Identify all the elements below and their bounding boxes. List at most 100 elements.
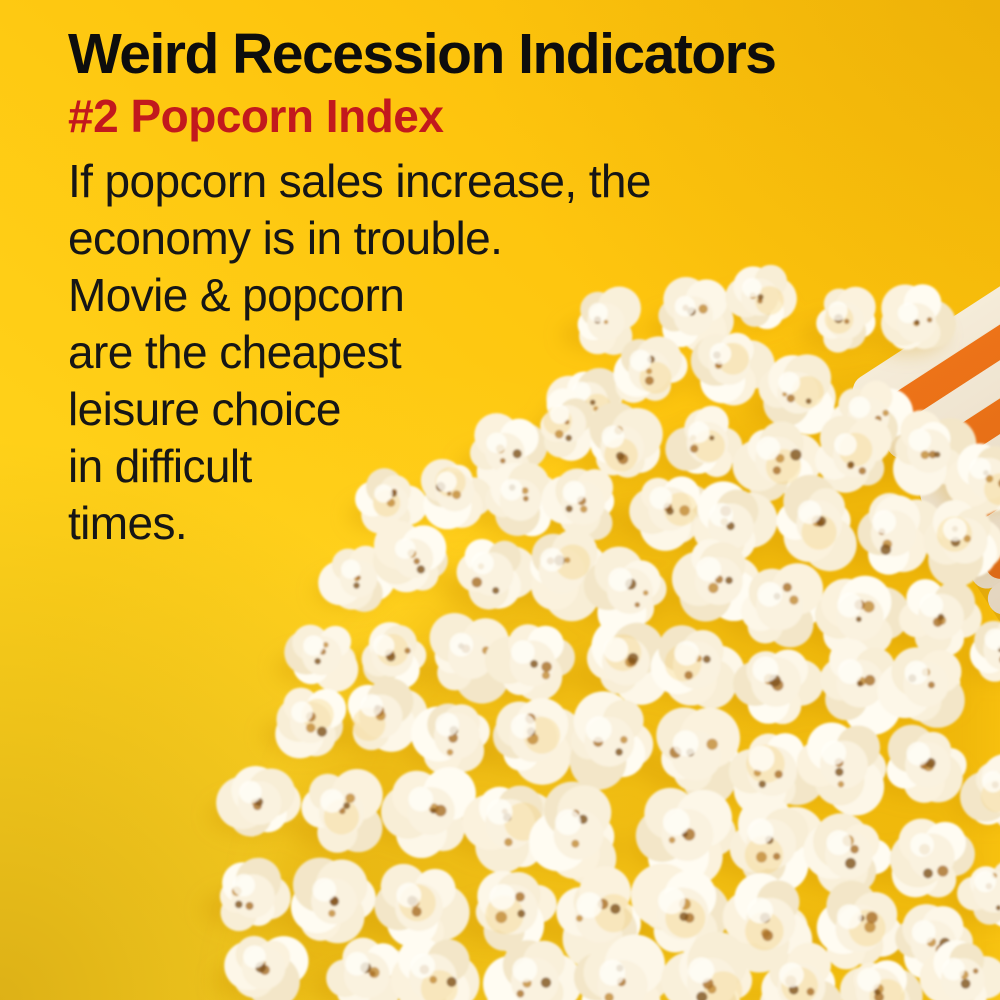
- kernel-crevice: [328, 909, 336, 918]
- kernel-crevice: [627, 652, 639, 664]
- kernel-crevice: [369, 970, 376, 977]
- kernel-crevice: [576, 914, 583, 922]
- kernel-crevice: [411, 906, 422, 917]
- kernel-crevice: [306, 723, 316, 733]
- popcorn-highlight: [672, 730, 699, 757]
- popcorn-piece: [889, 818, 975, 898]
- popcorn-highlight: [757, 581, 783, 607]
- popcorn-highlight: [510, 713, 536, 739]
- kernel-crevice: [580, 505, 588, 513]
- popcorn-piece: [656, 707, 741, 805]
- popcorn-highlight: [969, 457, 991, 479]
- popcorn-highlight: [696, 556, 722, 582]
- popcorn-highlight: [243, 945, 266, 969]
- kernel-crevice: [512, 449, 522, 459]
- popcorn-piece: [492, 698, 584, 785]
- kernel-crevice: [937, 613, 945, 621]
- kernel-crevice: [515, 892, 525, 902]
- kernel-crevice: [837, 781, 845, 788]
- popcorn-highlight: [709, 502, 733, 527]
- kernel-crevice: [937, 865, 949, 877]
- kernel-crevice: [927, 681, 935, 689]
- popcorn-highlight: [910, 833, 934, 857]
- kernel-crevice: [866, 911, 878, 924]
- kernel-crevice: [564, 557, 571, 564]
- kernel-crevice: [245, 901, 254, 910]
- popcorn-highlight: [674, 295, 696, 317]
- kernel-crevice: [995, 905, 1000, 911]
- popcorn-highlight: [974, 870, 997, 893]
- kernel-crevice: [615, 748, 623, 756]
- kernel-crevice: [234, 900, 243, 909]
- kernel-crevice: [314, 657, 321, 665]
- kernel-crevice: [806, 987, 815, 996]
- popcorn-highlight: [908, 428, 932, 452]
- kernel-crevice: [413, 558, 420, 565]
- kernel-crevice: [847, 461, 855, 468]
- kernel-crevice: [353, 582, 360, 589]
- kernel-crevice: [725, 576, 733, 585]
- popcorn-piece: [216, 765, 301, 837]
- popcorn-piece: [814, 575, 910, 654]
- kernel-crevice: [845, 857, 857, 869]
- popcorn-highlight: [837, 659, 863, 684]
- popcorn-highlight: [856, 967, 881, 992]
- kernel-crevice: [666, 507, 674, 516]
- kernel-crevice: [920, 450, 930, 460]
- popcorn-piece: [326, 937, 414, 1000]
- popcorn-highlight: [747, 897, 774, 924]
- kernel-crevice: [565, 505, 573, 513]
- poster-body: If popcorn sales increase, the economy i…: [68, 153, 948, 552]
- popcorn-highlight: [449, 632, 474, 657]
- popcorn-highlight: [872, 510, 897, 534]
- kernel-crevice: [786, 394, 795, 403]
- kernel-crevice: [926, 317, 933, 323]
- popcorn-highlight: [394, 538, 416, 559]
- body-line: leisure choice: [68, 383, 341, 435]
- popcorn-piece: [815, 415, 892, 493]
- body-line: times.: [68, 497, 188, 549]
- popcorn-piece: [650, 625, 745, 709]
- kernel-crevice: [446, 749, 454, 756]
- popcorn-highlight: [897, 302, 919, 324]
- popcorn-highlight: [821, 740, 847, 766]
- popcorn-highlight: [374, 484, 393, 503]
- popcorn-highlight: [232, 873, 256, 897]
- popcorn-highlight: [848, 396, 871, 418]
- kernel-crevice: [934, 451, 941, 458]
- kernel-crevice: [782, 391, 788, 397]
- popcorn-highlight: [588, 302, 608, 323]
- popcorn-highlight: [906, 741, 931, 766]
- popcorn-highlight: [828, 301, 848, 321]
- kernel-crevice: [857, 680, 863, 687]
- popcorn-highlight: [629, 349, 652, 372]
- popcorn-piece: [541, 468, 615, 541]
- popcorn-highlight: [486, 798, 513, 825]
- popcorn-highlight: [549, 404, 570, 425]
- body-line: If popcorn sales increase, the: [68, 155, 652, 207]
- popcorn-piece: [573, 934, 670, 1000]
- popcorn-highlight: [826, 830, 852, 856]
- popcorn-highlight: [919, 593, 944, 618]
- popcorn-piece: [661, 931, 753, 1000]
- popcorn-highlight: [837, 592, 863, 618]
- kernel-crevice: [615, 451, 625, 461]
- popcorn-highlight: [688, 957, 715, 984]
- popcorn-highlight: [239, 780, 262, 804]
- popcorn-highlight: [341, 559, 361, 579]
- kernel-crevice: [696, 991, 708, 1000]
- popcorn-piece: [613, 336, 688, 403]
- kernel-crevice: [925, 758, 936, 769]
- popcorn-piece: [629, 476, 711, 551]
- popcorn-highlight: [585, 716, 612, 743]
- popcorn-piece: [347, 677, 428, 752]
- kernel-crevice: [452, 490, 462, 500]
- popcorn-highlight: [540, 547, 564, 572]
- popcorn-highlight: [555, 809, 581, 836]
- kernel-crevice: [702, 655, 711, 664]
- kernel-crevice: [914, 319, 920, 325]
- popcorn-highlight: [410, 953, 436, 979]
- popcorn-piece: [880, 284, 956, 350]
- kernel-crevice: [960, 978, 971, 989]
